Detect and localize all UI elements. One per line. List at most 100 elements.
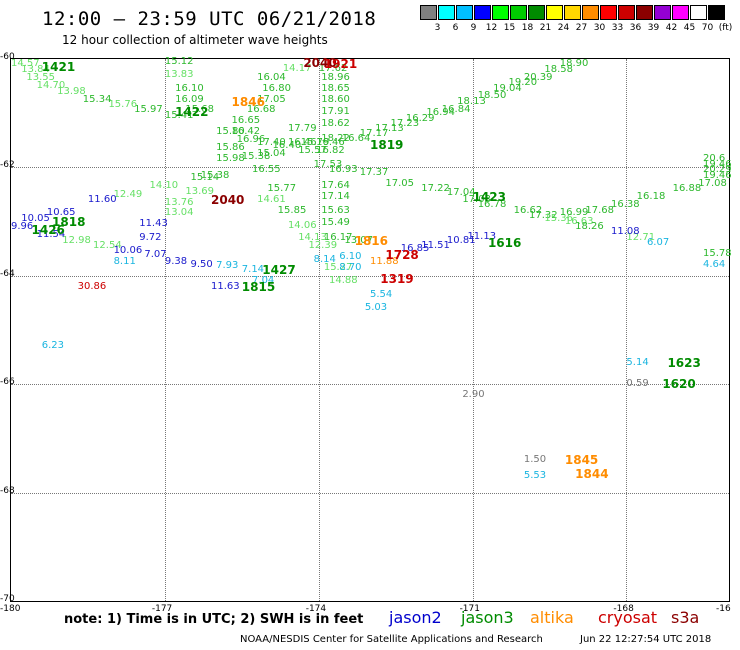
generation-timestamp: Jun 22 12:27:54 UTC 2018 (580, 634, 712, 645)
wave-height-value: 17.68 (585, 204, 615, 216)
wave-height-value: 17.53 (313, 158, 343, 170)
wave-height-value: 18.60 (321, 93, 350, 105)
wave-height-value: 15.76 (108, 99, 138, 111)
wave-height-value: 15.57 (298, 145, 327, 157)
wave-height-value: 15.68 (185, 104, 214, 116)
color-swatch (546, 5, 563, 20)
wave-height-value: 4.64 (703, 258, 726, 270)
footnote: note: 1) Time is in UTC; 2) SWH is in fe… (64, 612, 364, 627)
longitude-tick-label: -180 (0, 604, 21, 614)
pass-time-label: 1921 (323, 57, 358, 72)
wave-height-value: 15.77 (267, 183, 297, 195)
wave-height-value: 18.50 (477, 89, 507, 101)
wave-height-value: 8.11 (113, 256, 136, 268)
wave-height-value: 1.50 (523, 454, 547, 466)
wave-height-value: 30.86 (77, 280, 107, 292)
wave-height-value: 14.88 (328, 275, 358, 287)
wave-height-value: 16.64 (341, 133, 371, 145)
wave-height-value: 19.20 (508, 77, 538, 89)
wave-height-value: 18.65 (321, 82, 350, 94)
wave-height-value: 13.07 (344, 234, 373, 246)
wave-height-value: 17.14 (321, 191, 350, 203)
wave-height-value: 12.39 (308, 239, 338, 251)
color-swatch (420, 5, 437, 20)
wave-height-value: 14.70 (36, 80, 66, 92)
wave-height-value: 13.76 (164, 196, 194, 208)
wave-height-value: 14.06 (287, 219, 317, 231)
wave-height-value: 16.46 (287, 137, 317, 148)
wave-height-value: 11.13 (467, 230, 497, 242)
wave-height-value: 5.53 (523, 470, 547, 482)
color-swatch-label: 27 (575, 23, 588, 33)
wave-height-value: 16.78 (477, 199, 507, 211)
pass-time-label: 1423 (472, 190, 506, 205)
wave-height-value: 13.04 (164, 207, 194, 219)
pass-time-label: 1426 (31, 222, 65, 237)
wave-height-value: 17.79 (287, 123, 317, 135)
pass-time-label: 1816 (354, 233, 389, 248)
color-swatch (600, 5, 617, 20)
parallel-gridline (11, 384, 729, 386)
wave-height-value: 17.62 (318, 62, 348, 74)
wave-height-value: 18.13 (457, 96, 486, 108)
pass-time-label: 1616 (487, 236, 522, 251)
wave-height-value: 7.07 (144, 249, 167, 261)
color-swatch (636, 5, 653, 20)
wave-height-value: 16.80 (262, 82, 291, 94)
wave-height-value: 16.85 (400, 242, 430, 254)
color-swatch (654, 5, 671, 20)
pass-time-label: 1845 (564, 453, 599, 468)
wave-height-value: 16.55 (252, 164, 281, 176)
satellite-legend-entry: s3a (671, 608, 700, 627)
wave-height-value: 18.96 (321, 71, 350, 83)
wave-height-value: 7.14 (241, 264, 265, 276)
parallel-gridline (11, 275, 729, 277)
color-swatch (438, 5, 455, 20)
wave-height-value: 18.26 (575, 221, 604, 233)
wave-height-value: 8.70 (339, 261, 362, 273)
wave-height-value: 0.59 (626, 378, 649, 390)
satellite-legend-entry: altika (530, 608, 574, 627)
wave-height-value: 17.05 (257, 93, 286, 105)
latitude-tick-label: -70 (0, 594, 15, 604)
wave-height-value: 12.98 (62, 234, 91, 246)
wave-height-value: 16.17 (323, 231, 353, 243)
parallel-gridline (11, 167, 729, 169)
latitude-tick-label: -68 (0, 485, 15, 496)
wave-height-value: 10.81 (446, 234, 476, 246)
wave-height-value: 15.04 (257, 147, 286, 159)
wave-height-value: 16.18 (636, 191, 666, 203)
pass-time-label: 1819 (370, 137, 404, 152)
page-title: 12:00 – 23:59 UTC 06/21/2018 (42, 8, 377, 30)
wave-height-value: 12.71 (626, 231, 656, 243)
meridian-gridline (164, 59, 166, 601)
color-swatch (618, 5, 635, 20)
wave-height-value: 17.05 (385, 177, 415, 189)
wave-height-value: 14.17 (282, 62, 312, 74)
color-swatch-label: 6 (452, 23, 459, 33)
wave-height-value: 17.91 (321, 105, 350, 117)
wave-height-value: 16.82 (316, 145, 345, 157)
wave-height-value: 11.08 (611, 226, 640, 238)
wave-height-value: 7.93 (216, 260, 239, 272)
color-swatch (582, 5, 599, 20)
latitude-tick-label: -60 (0, 52, 15, 62)
color-swatch (510, 5, 527, 20)
wave-height-value: 17.64 (321, 180, 350, 192)
wave-height-value: 11.51 (421, 239, 450, 251)
color-swatch (474, 5, 491, 20)
wave-height-value: 18.90 (559, 58, 589, 70)
wave-height-value: 15.34 (82, 93, 112, 105)
wave-height-value: 9.50 (190, 258, 213, 270)
wave-height-value: 16.68 (246, 104, 276, 116)
wave-height-value: 14.13 (298, 231, 327, 243)
wave-height-value: 13.98 (57, 85, 86, 97)
wave-height-value: 6.23 (41, 340, 65, 352)
wave-height-value: 5.14 (626, 356, 649, 368)
wave-height-value: 15.78 (703, 248, 732, 260)
satellite-legend-entry: jason3 (461, 608, 514, 627)
pass-time-label: 1846 (231, 95, 265, 110)
color-swatch-label: 36 (629, 23, 642, 33)
color-swatch (492, 5, 509, 20)
wave-height-value: 14.57 (11, 58, 40, 70)
